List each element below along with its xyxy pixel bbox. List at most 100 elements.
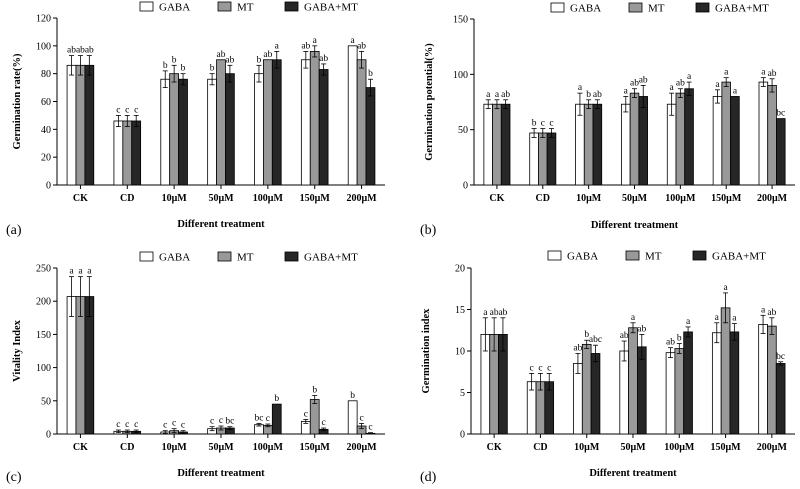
significance-letter: a (761, 305, 766, 315)
bar (122, 120, 133, 186)
significance-letter: ab (490, 308, 499, 318)
bar (84, 296, 95, 435)
significance-letter: c (125, 105, 129, 115)
y-tick-label: 100 (36, 363, 51, 374)
bar (776, 118, 786, 186)
significance-letter: ab (263, 50, 272, 60)
significance-letter: b (532, 119, 537, 129)
significance-letter: ab (666, 338, 675, 348)
y-tick-label: 100 (36, 41, 51, 52)
bar (575, 103, 585, 186)
significance-letter: c (134, 105, 138, 115)
significance-letter: b (368, 69, 373, 79)
bar (365, 87, 376, 186)
bar (529, 132, 539, 186)
bar (573, 363, 583, 435)
x-tick-label: 200μM (347, 193, 378, 204)
bar (492, 103, 502, 186)
bar (66, 64, 77, 186)
x-axis-title: Different treatment (589, 468, 677, 479)
significance-letter: a (69, 267, 74, 277)
y-axis-title: Germination rate(%) (12, 53, 23, 149)
x-tick-label: 50μM (620, 442, 646, 453)
x-tick-label: 10μM (576, 193, 602, 204)
panel-label: (c) (6, 470, 22, 485)
bar (675, 92, 686, 186)
significance-letter: a (687, 72, 692, 82)
significance-letter: ab (225, 55, 234, 65)
bar (75, 64, 86, 186)
significance-letter: a (732, 314, 737, 324)
significance-letter: a (578, 83, 583, 93)
x-tick-label: 10μM (162, 442, 188, 453)
x-tick-label: CK (487, 442, 502, 453)
bar (546, 132, 557, 186)
bar (665, 352, 676, 435)
bar (131, 120, 142, 186)
legend-label: GABA (159, 252, 190, 264)
bar (767, 325, 777, 435)
bar (66, 296, 77, 435)
x-tick-label: 10μM (574, 442, 600, 453)
significance-letter: b (584, 330, 589, 340)
bar (225, 73, 235, 186)
significance-letter: c (549, 119, 553, 129)
bar (621, 103, 631, 186)
significance-letter: ab (85, 46, 94, 56)
significance-letter: ab (768, 69, 777, 79)
bar (767, 85, 777, 186)
bar (271, 403, 282, 435)
significance-letter: a (624, 86, 629, 96)
x-tick-label: CD (536, 193, 550, 204)
significance-letter: ab (767, 308, 776, 318)
x-tick-label: CK (489, 193, 504, 204)
bar (254, 73, 264, 186)
bar (169, 73, 179, 186)
x-tick-label: CD (533, 442, 547, 453)
y-tick-label: 20 (41, 153, 51, 164)
significance-letter: b (172, 55, 177, 65)
legend-label: MT (645, 251, 662, 263)
bar (730, 96, 740, 186)
y-tick-label: 250 (36, 264, 51, 275)
significance-letter: ab (498, 308, 507, 318)
y-tick-label: 0 (46, 181, 51, 192)
bar (160, 78, 171, 186)
significance-letter: a (275, 41, 280, 51)
significance-letter: c (219, 416, 223, 426)
legend-label: GABA+MT (715, 3, 769, 15)
bar (758, 81, 769, 186)
x-tick-label: 100μM (253, 193, 284, 204)
legend-label: GABA (570, 3, 601, 15)
significance-letter: a (686, 317, 691, 327)
bar (309, 51, 320, 186)
bar (113, 120, 124, 186)
panel-label: (a) (6, 223, 22, 238)
significance-letter: a (670, 83, 675, 93)
bar (729, 331, 740, 435)
significance-letter: b (350, 391, 355, 401)
legend-swatch (547, 250, 562, 261)
x-tick-label: 100μM (664, 442, 695, 453)
legend-swatch (217, 1, 232, 12)
y-tick-label: 0 (463, 181, 468, 192)
significance-letter: a (486, 90, 491, 100)
significance-letter: bc (776, 109, 785, 119)
x-tick-label: 200μM (347, 442, 378, 453)
significance-letter: ab (630, 79, 639, 89)
y-tick-label: 50 (41, 396, 51, 407)
significance-letter: c (181, 421, 185, 431)
significance-letter: c (538, 363, 542, 373)
significance-letter: c (266, 414, 270, 424)
x-tick-label: 150μM (300, 193, 331, 204)
bar (711, 332, 722, 435)
significance-letter: ab (620, 331, 629, 341)
significance-letter: b (181, 64, 186, 74)
legend-swatch (139, 251, 154, 262)
legend-swatch (217, 251, 232, 262)
x-tick-label: 150μM (711, 442, 742, 453)
x-tick-label: CD (120, 442, 134, 453)
x-tick-label: 150μM (711, 193, 742, 204)
significance-letter: a (483, 308, 488, 318)
x-tick-label: CK (73, 193, 88, 204)
